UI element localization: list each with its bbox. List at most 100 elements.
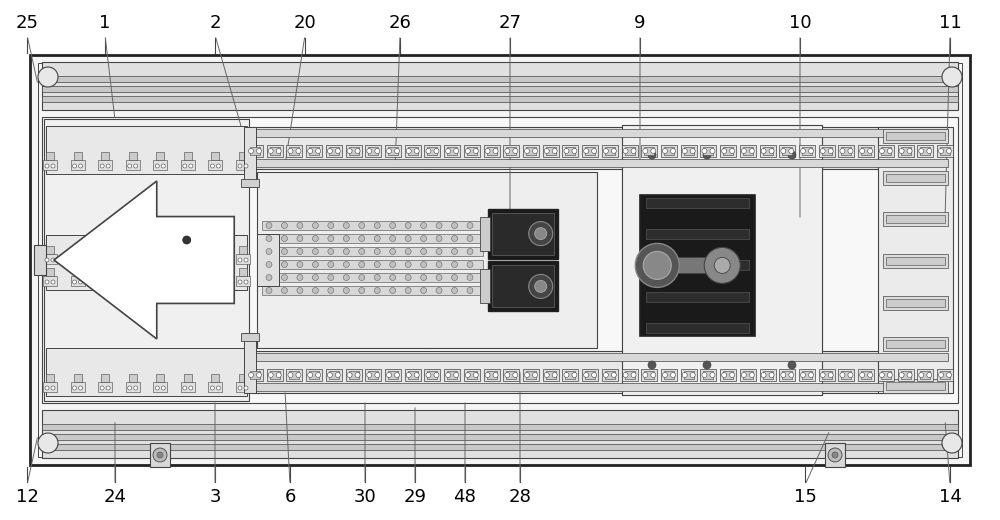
Bar [46, 126, 247, 174]
Circle shape [840, 372, 845, 378]
Circle shape [297, 288, 303, 293]
Circle shape [79, 164, 83, 168]
Bar [262, 234, 483, 243]
Bar [42, 434, 958, 440]
Circle shape [907, 149, 912, 153]
Bar [286, 369, 302, 381]
Bar [211, 374, 219, 382]
Bar [101, 246, 109, 254]
Circle shape [789, 372, 794, 378]
Bar [622, 125, 822, 395]
Circle shape [611, 372, 616, 378]
Circle shape [702, 372, 707, 378]
Bar [763, 371, 773, 379]
Circle shape [216, 164, 220, 168]
Circle shape [359, 262, 365, 267]
Bar [920, 371, 930, 379]
Bar [760, 369, 776, 381]
Circle shape [45, 164, 49, 168]
Bar [101, 268, 109, 276]
Bar [898, 369, 914, 381]
Circle shape [100, 386, 104, 390]
Circle shape [238, 164, 242, 168]
Bar [236, 276, 250, 286]
Bar [241, 333, 259, 341]
Circle shape [513, 372, 518, 378]
Circle shape [328, 262, 334, 267]
Circle shape [355, 372, 360, 378]
Circle shape [386, 149, 392, 153]
Circle shape [327, 372, 332, 378]
Bar [661, 145, 677, 157]
Circle shape [907, 372, 912, 378]
Bar [646, 261, 749, 270]
Bar [664, 147, 674, 155]
Circle shape [405, 223, 411, 228]
Bar [883, 254, 948, 268]
Circle shape [328, 223, 334, 228]
Circle shape [374, 249, 380, 254]
Circle shape [532, 149, 538, 153]
Circle shape [860, 149, 865, 153]
Bar [782, 147, 792, 155]
Circle shape [390, 236, 396, 241]
Bar [487, 371, 497, 379]
Bar [326, 145, 342, 157]
Circle shape [183, 258, 187, 262]
Circle shape [942, 433, 962, 453]
Bar [503, 145, 519, 157]
Bar [858, 369, 874, 381]
Circle shape [421, 275, 427, 280]
Bar [562, 369, 578, 381]
Bar [684, 147, 694, 155]
Circle shape [238, 258, 242, 262]
Circle shape [210, 258, 214, 262]
Circle shape [244, 164, 248, 168]
Circle shape [868, 372, 873, 378]
Bar [286, 145, 302, 157]
Bar [886, 340, 945, 348]
Bar [802, 371, 812, 379]
Circle shape [828, 149, 833, 153]
Bar [523, 369, 539, 381]
Circle shape [714, 257, 730, 274]
Bar [641, 145, 657, 157]
Bar [208, 382, 222, 392]
Circle shape [467, 288, 473, 293]
Bar [408, 147, 418, 155]
Circle shape [879, 149, 884, 153]
Bar [257, 172, 597, 348]
Bar [543, 369, 559, 381]
Bar [861, 147, 871, 155]
Circle shape [820, 149, 825, 153]
Text: 28: 28 [509, 488, 531, 506]
Circle shape [436, 288, 442, 293]
Bar [329, 147, 339, 155]
Circle shape [394, 149, 400, 153]
Circle shape [134, 386, 138, 390]
Circle shape [312, 262, 318, 267]
Bar [664, 371, 674, 379]
Circle shape [288, 372, 293, 378]
Circle shape [927, 149, 932, 153]
Bar [42, 86, 958, 92]
Circle shape [316, 372, 321, 378]
Circle shape [421, 223, 427, 228]
Bar [74, 374, 82, 382]
Bar [262, 247, 483, 256]
Circle shape [128, 258, 132, 262]
Bar [365, 369, 381, 381]
Circle shape [623, 372, 628, 378]
Circle shape [421, 288, 427, 293]
Bar [126, 160, 140, 170]
Bar [480, 217, 490, 251]
Circle shape [648, 151, 656, 159]
Bar [684, 371, 694, 379]
Bar [270, 371, 280, 379]
Circle shape [532, 372, 538, 378]
Circle shape [375, 149, 380, 153]
Bar [782, 371, 792, 379]
Circle shape [702, 149, 707, 153]
Bar [799, 369, 815, 381]
Bar [605, 371, 615, 379]
